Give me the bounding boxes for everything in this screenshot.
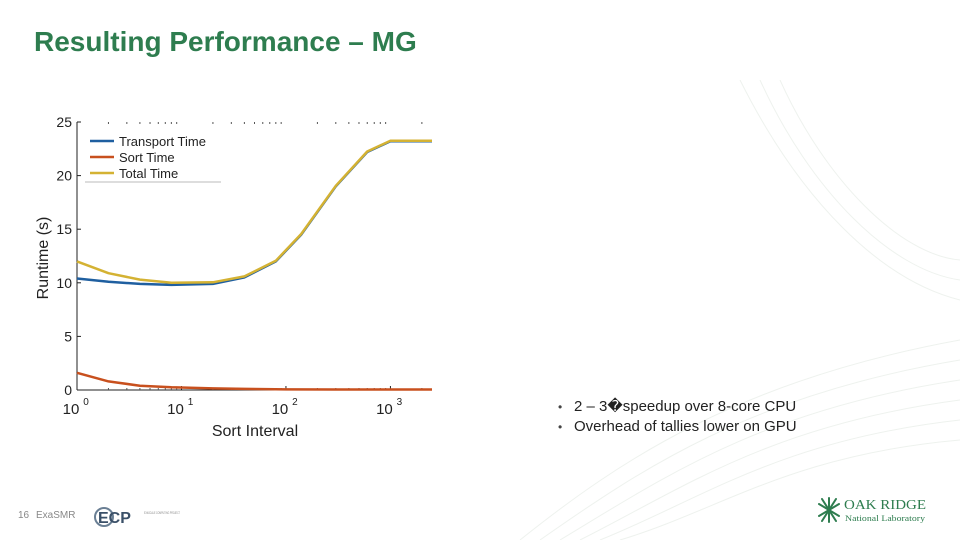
bullet-text: Overhead of tallies lower on GPU (574, 418, 797, 435)
y-tick-label: 20 (56, 168, 72, 184)
x-axis-label: Sort Interval (212, 423, 298, 440)
x-tick-exponent: 3 (397, 397, 403, 408)
x-tick-exponent: 2 (292, 397, 298, 408)
y-tick-label: 5 (64, 328, 72, 344)
oak-ridge-logo-name: OAK RIDGE (844, 498, 926, 513)
x-tick-exponent: 1 (188, 397, 194, 408)
bullet-marker: • (558, 420, 563, 434)
decorative-contour-lines (519, 80, 960, 540)
bullet-list: • 2 – 3�speedup over 8-core CPU • Overhead… (558, 397, 797, 437)
y-tick-label: 15 (56, 221, 72, 237)
bullet-marker: • (558, 400, 563, 414)
bullet-item: • 2 – 3�speedup over 8-core CPU (558, 397, 797, 417)
x-tick-label: 10 (272, 401, 289, 418)
project-name: ExaSMR (36, 510, 76, 521)
series-lines (76, 139, 432, 391)
x-tick-label: 10 (63, 401, 80, 418)
bullet-item: • Overhead of tallies lower on GPU (558, 417, 797, 437)
x-tick-label: 10 (376, 401, 393, 418)
y-tick-label: 0 (64, 382, 72, 398)
series-line-total-time (76, 139, 432, 285)
x-tick-exponent: 0 (83, 397, 89, 408)
ecp-logo: ECP EXASCALE COMPUTING PROJECT (94, 507, 180, 527)
y-tick-label: 10 (56, 275, 72, 291)
x-tick-label: 10 (167, 401, 184, 418)
series-line-sort-time (76, 371, 432, 391)
legend-label: Total Time (119, 166, 178, 181)
y-tick-label: 25 (56, 114, 72, 130)
legend-label: Transport Time (119, 134, 206, 149)
y-axis-label: Runtime (s) (35, 217, 52, 300)
ecp-logo-text: ECP (98, 510, 131, 527)
oak-ridge-logo: OAK RIDGE National Laboratory (818, 497, 926, 523)
bullet-text: 2 – 3�speedup over 8-core CPU (574, 398, 797, 415)
legend-label: Sort Time (119, 150, 175, 165)
slide-title: Resulting Performance – MG (34, 26, 417, 57)
oak-ridge-logo-subtitle: National Laboratory (845, 514, 925, 523)
page-number: 16 (18, 510, 30, 521)
ecp-logo-caption: EXASCALE COMPUTING PROJECT (144, 510, 180, 515)
